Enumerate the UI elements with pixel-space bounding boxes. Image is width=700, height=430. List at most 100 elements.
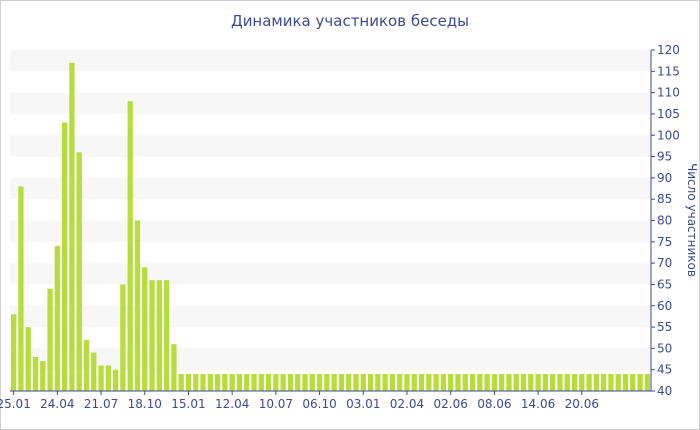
y-tick-label: 45 — [657, 363, 672, 377]
bar — [440, 373, 447, 391]
bar — [185, 373, 192, 391]
bar — [32, 356, 39, 391]
y-tick-label: 40 — [657, 384, 672, 398]
bar — [91, 352, 97, 391]
bar — [557, 373, 563, 391]
bar — [120, 284, 126, 391]
x-tick-label: 08.06 — [477, 397, 511, 411]
bar — [571, 373, 578, 391]
bar — [586, 373, 592, 391]
x-tick-label: 10.07 — [259, 397, 293, 411]
bar — [360, 373, 366, 391]
x-tick-label: 03.01 — [346, 397, 380, 411]
bar — [69, 62, 75, 391]
y-tick-label: 90 — [657, 171, 672, 185]
bar — [448, 373, 454, 391]
x-tick-label: 21.07 — [84, 397, 118, 411]
bar — [637, 373, 643, 391]
bar — [462, 373, 468, 391]
bar — [47, 288, 53, 391]
bar — [258, 373, 264, 391]
y-tick-label: 120 — [657, 43, 680, 57]
bar — [214, 373, 221, 391]
bar — [367, 373, 374, 391]
bar — [389, 373, 396, 391]
y-axis-label: Число участников — [685, 163, 699, 277]
bar — [499, 373, 505, 391]
bar — [200, 373, 206, 391]
bar — [251, 373, 257, 391]
bar — [280, 373, 286, 391]
grid-band — [10, 177, 651, 200]
grid-band — [10, 92, 651, 114]
bar — [426, 373, 432, 391]
grid-bands — [10, 50, 651, 370]
bar — [149, 280, 155, 391]
bar — [178, 373, 184, 391]
bar — [207, 373, 213, 391]
y-tick-label: 70 — [657, 256, 672, 270]
bar — [644, 373, 650, 391]
bar — [433, 373, 439, 391]
bar — [404, 373, 410, 391]
bar — [338, 373, 345, 391]
y-tick-label: 85 — [657, 192, 672, 206]
x-tick-label: 06.10 — [302, 397, 336, 411]
x-tick-label: 12.04 — [215, 397, 249, 411]
bar — [18, 186, 24, 391]
bar — [528, 373, 534, 391]
bar — [302, 373, 308, 391]
bar — [236, 373, 243, 391]
bar — [455, 373, 461, 391]
grid-band — [10, 263, 651, 285]
y-tick-label: 60 — [657, 299, 672, 313]
grid-band — [10, 305, 651, 328]
bar — [608, 373, 614, 391]
bar — [520, 373, 527, 391]
grid-band — [10, 220, 651, 242]
x-tick-label: 02.06 — [434, 397, 468, 411]
y-tick-label: 110 — [657, 86, 680, 100]
bar — [295, 373, 301, 391]
bar — [593, 373, 600, 391]
bar — [615, 373, 621, 391]
bar — [83, 339, 90, 391]
bar — [193, 373, 199, 391]
y-tick-label: 50 — [657, 341, 672, 355]
bar — [469, 373, 476, 391]
bar — [287, 373, 294, 391]
bar — [163, 280, 170, 391]
x-tick-label: 15.01 — [171, 397, 205, 411]
bar — [535, 373, 541, 391]
bar — [382, 373, 388, 391]
bar — [418, 373, 425, 391]
bar — [265, 373, 272, 391]
bar — [491, 373, 498, 391]
bar — [346, 373, 352, 391]
x-tick-label: 20.06 — [565, 397, 599, 411]
bar — [622, 373, 629, 391]
bar — [316, 373, 323, 391]
bar — [142, 267, 148, 391]
bar — [484, 373, 490, 391]
bar — [550, 373, 556, 391]
y-tick-label: 65 — [657, 277, 672, 291]
bar — [222, 373, 228, 391]
x-tick-label: 14.06 — [521, 397, 555, 411]
bar — [54, 246, 60, 391]
bar — [375, 373, 381, 391]
y-axis-ticks: 40 45 50 55 60 65 70 75 80 85 90 95 100 105 110 115 120 — [651, 43, 680, 398]
x-tick-label: 02.04 — [390, 397, 424, 411]
x-axis-ticks: 25.01 24.04 21.07 18.10 15.01 12.04 10.07 06.10… — [0, 391, 599, 411]
bar — [542, 373, 549, 391]
bar — [397, 373, 403, 391]
bar — [630, 373, 636, 391]
bar — [353, 373, 359, 391]
x-tick-label: 24.04 — [40, 397, 74, 411]
bar — [127, 101, 133, 392]
bar — [61, 122, 68, 392]
x-tick-label: 18.10 — [128, 397, 162, 411]
bar — [76, 152, 82, 391]
y-tick-label: 95 — [657, 150, 672, 164]
